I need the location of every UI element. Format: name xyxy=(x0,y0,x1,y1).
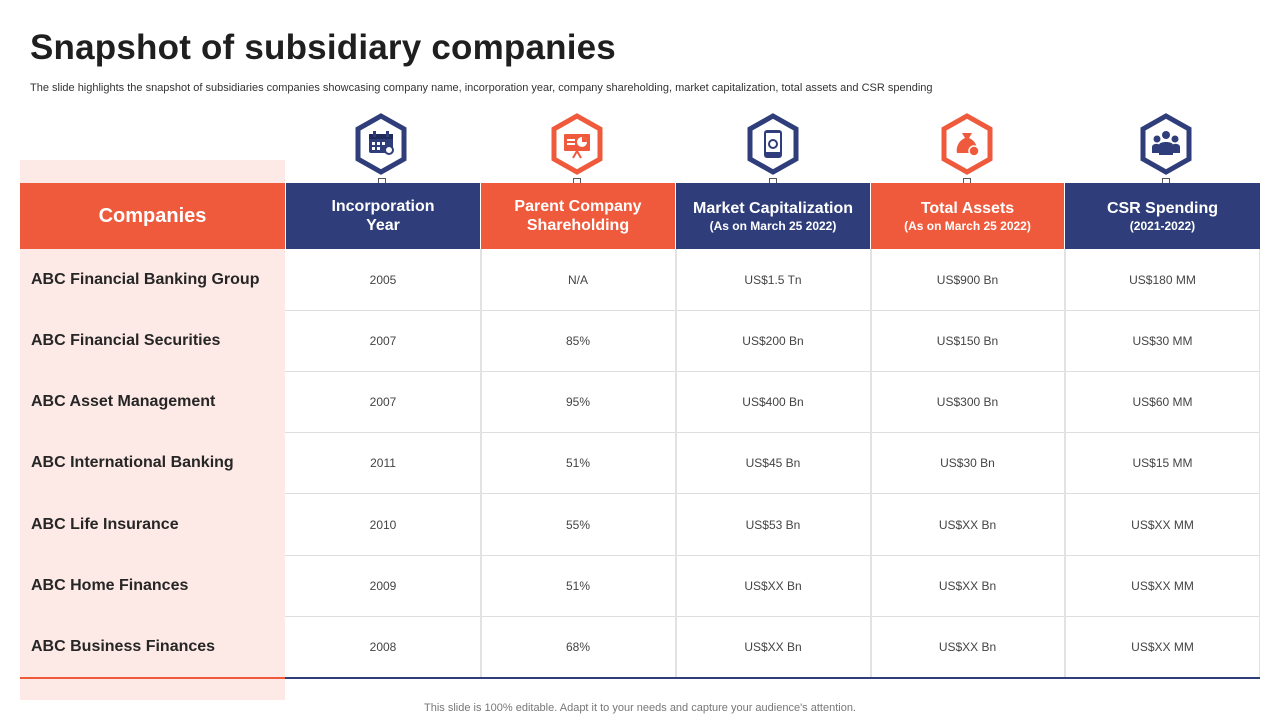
cell-market-cap: US$53 Bn xyxy=(745,517,801,532)
calendar-icon xyxy=(353,113,409,175)
cell-shareholding: 55% xyxy=(565,517,591,532)
header-market-cap: Market Capitalization (As on March 25 20… xyxy=(676,183,870,249)
cell-csr-spending: US$60 MM xyxy=(1132,394,1193,409)
cell-market-cap: US$200 Bn xyxy=(742,333,804,348)
cell-market-cap: US$XX Bn xyxy=(744,639,802,654)
header-line-2: Year xyxy=(366,217,400,234)
presentation-chart-icon xyxy=(549,113,605,175)
header-total-assets: Total Assets (As on March 25 2022) xyxy=(871,183,1064,249)
company-name: ABC Life Insurance xyxy=(31,515,179,533)
header-line-1: Incorporation xyxy=(331,198,435,215)
header-csr-spending: CSR Spending (2021-2022) xyxy=(1065,183,1260,249)
cell-incorporation-year: 2010 xyxy=(369,517,397,532)
cell-incorporation-year: 2007 xyxy=(369,333,397,348)
cell-shareholding: N/A xyxy=(567,272,588,287)
cell-total-assets: US$XX Bn xyxy=(938,639,997,654)
cell-csr-spending: US$15 MM xyxy=(1132,455,1193,470)
row-divider xyxy=(285,432,1260,433)
header-line-1: Market Capitalization xyxy=(692,199,854,217)
cell-shareholding: 95% xyxy=(565,394,591,409)
cell-incorporation-year: 2008 xyxy=(369,639,397,654)
column-divider xyxy=(480,249,482,677)
cell-total-assets: US$300 Bn xyxy=(936,394,999,409)
row-divider xyxy=(285,371,1260,372)
cell-csr-spending: US$XX MM xyxy=(1131,517,1194,532)
company-name: ABC Business Finances xyxy=(31,637,216,655)
row-divider xyxy=(285,555,1260,556)
cell-total-assets: US$XX Bn xyxy=(938,578,997,593)
cell-shareholding: 51% xyxy=(565,578,591,593)
cell-incorporation-year: 2011 xyxy=(370,455,396,470)
header-line-2: (As on March 25 2022) xyxy=(904,218,1031,233)
cell-total-assets: US$900 Bn xyxy=(936,272,999,287)
company-name: ABC Asset Management xyxy=(31,392,216,410)
header-line-1: CSR Spending xyxy=(1106,199,1219,217)
money-bag-icon xyxy=(939,113,995,175)
company-name: ABC Financial Securities xyxy=(31,331,221,349)
column-divider xyxy=(1064,249,1066,677)
cell-csr-spending: US$180 MM xyxy=(1129,272,1196,287)
page-subtitle: The slide highlights the snapshot of sub… xyxy=(30,82,933,94)
cell-market-cap: US$45 Bn xyxy=(745,455,801,470)
cell-total-assets: US$XX Bn xyxy=(938,517,997,532)
mobile-shop-icon xyxy=(745,113,801,175)
companies-bottom-border xyxy=(20,677,285,679)
header-line-1: Parent Company xyxy=(514,198,642,215)
companies-column-background xyxy=(20,160,285,700)
header-line-2: Shareholding xyxy=(526,217,630,234)
header-line-2: (As on March 25 2022) xyxy=(709,218,837,233)
table-bottom-border xyxy=(285,677,1260,679)
companies-header: Companies xyxy=(20,183,285,249)
footer-note: This slide is 100% editable. Adapt it to… xyxy=(424,702,856,714)
cell-csr-spending: US$XX MM xyxy=(1131,578,1194,593)
header-line-1: Total Assets xyxy=(920,199,1015,217)
page-title: Snapshot of subsidiary companies xyxy=(30,28,616,67)
cell-market-cap: US$400 Bn xyxy=(742,394,804,409)
people-group-icon xyxy=(1138,113,1194,175)
row-divider xyxy=(285,616,1260,617)
cell-shareholding: 68% xyxy=(565,639,591,654)
table-right-border xyxy=(1259,249,1260,677)
cell-csr-spending: US$XX MM xyxy=(1131,639,1194,654)
cell-shareholding: 85% xyxy=(565,333,591,348)
cell-incorporation-year: 2005 xyxy=(369,272,397,287)
cell-incorporation-year: 2009 xyxy=(369,578,397,593)
header-line-2: (2021-2022) xyxy=(1129,218,1196,233)
row-divider xyxy=(285,493,1260,494)
cell-incorporation-year: 2007 xyxy=(369,394,397,409)
company-name: ABC International Banking xyxy=(31,453,234,471)
header-incorporation-year: Incorporation Year xyxy=(286,183,480,249)
cell-total-assets: US$150 Bn xyxy=(936,333,999,348)
row-divider xyxy=(285,310,1260,311)
cell-total-assets: US$30 Bn xyxy=(940,455,995,470)
company-name: ABC Home Finances xyxy=(31,576,189,594)
header-parent-shareholding: Parent Company Shareholding xyxy=(481,183,675,249)
cell-shareholding: 51% xyxy=(565,455,591,470)
cell-csr-spending: US$30 MM xyxy=(1132,333,1193,348)
cell-market-cap: US$XX Bn xyxy=(744,578,802,593)
column-divider xyxy=(675,249,677,677)
company-name: ABC Financial Banking Group xyxy=(31,270,260,288)
cell-market-cap: US$1.5 Tn xyxy=(744,272,802,287)
column-divider xyxy=(870,249,872,677)
